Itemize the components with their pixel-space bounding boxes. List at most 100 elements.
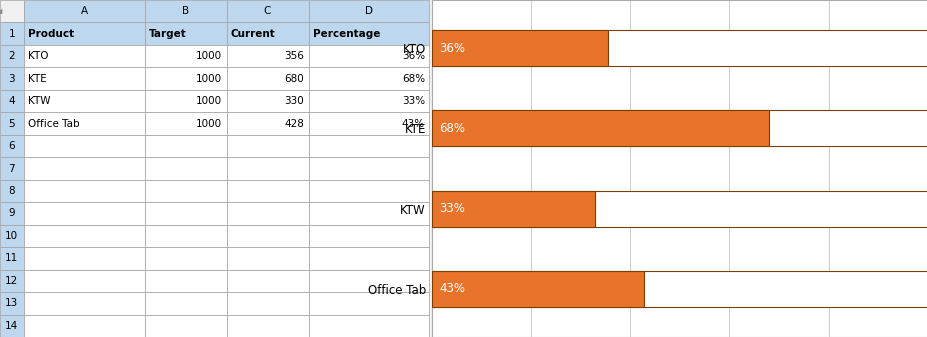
- Text: C: C: [263, 6, 271, 16]
- Bar: [145, 112, 226, 135]
- Bar: [0, 314, 24, 337]
- Bar: [0, 0, 24, 23]
- Text: Product: Product: [28, 29, 74, 39]
- Text: 8: 8: [8, 186, 15, 196]
- Text: Percentage: Percentage: [312, 29, 380, 39]
- Text: 4: 4: [8, 96, 15, 106]
- Text: Office Tab: Office Tab: [28, 119, 80, 129]
- Bar: [226, 90, 308, 112]
- Bar: [145, 270, 226, 292]
- Bar: [226, 270, 308, 292]
- Bar: [431, 30, 607, 66]
- Bar: [24, 0, 145, 23]
- Text: A: A: [81, 6, 88, 16]
- Bar: [24, 292, 145, 314]
- Bar: [0, 270, 24, 292]
- Bar: [145, 202, 226, 225]
- Bar: [0, 23, 24, 45]
- Text: 36%: 36%: [438, 42, 464, 55]
- Text: 356: 356: [284, 51, 304, 61]
- Text: 43%: 43%: [438, 282, 464, 295]
- Text: 9: 9: [8, 208, 15, 218]
- Bar: [226, 157, 308, 180]
- Bar: [145, 0, 226, 23]
- Bar: [308, 90, 429, 112]
- Bar: [308, 157, 429, 180]
- Bar: [226, 23, 308, 45]
- Bar: [24, 314, 145, 337]
- Text: 14: 14: [6, 321, 19, 331]
- Bar: [0, 180, 24, 202]
- Bar: [145, 23, 226, 45]
- Bar: [308, 270, 429, 292]
- Bar: [24, 202, 145, 225]
- Bar: [308, 202, 429, 225]
- Text: 1000: 1000: [196, 51, 222, 61]
- Bar: [431, 110, 927, 147]
- Bar: [431, 190, 927, 227]
- Bar: [431, 30, 927, 66]
- Text: 330: 330: [285, 96, 304, 106]
- Bar: [226, 180, 308, 202]
- Bar: [0, 90, 24, 112]
- Bar: [308, 135, 429, 157]
- Bar: [431, 190, 595, 227]
- Bar: [145, 225, 226, 247]
- Bar: [308, 67, 429, 90]
- Bar: [0, 247, 24, 270]
- Bar: [24, 225, 145, 247]
- Text: 5: 5: [8, 119, 15, 129]
- Bar: [226, 135, 308, 157]
- Text: 1: 1: [8, 29, 15, 39]
- Bar: [308, 292, 429, 314]
- Bar: [145, 314, 226, 337]
- Bar: [24, 180, 145, 202]
- Bar: [0, 45, 24, 67]
- Bar: [0, 292, 24, 314]
- Bar: [226, 45, 308, 67]
- Bar: [431, 271, 643, 307]
- Bar: [0, 112, 24, 135]
- Bar: [145, 135, 226, 157]
- Bar: [308, 45, 429, 67]
- Text: Current: Current: [231, 29, 275, 39]
- Text: 6: 6: [8, 141, 15, 151]
- Text: KTE: KTE: [28, 73, 46, 84]
- Text: 428: 428: [284, 119, 304, 129]
- Bar: [0, 157, 24, 180]
- Bar: [226, 0, 308, 23]
- Text: 1000: 1000: [196, 119, 222, 129]
- Text: 43%: 43%: [401, 119, 425, 129]
- Bar: [145, 45, 226, 67]
- Bar: [24, 90, 145, 112]
- Bar: [308, 0, 429, 23]
- Text: 3: 3: [8, 73, 15, 84]
- Bar: [24, 23, 145, 45]
- Text: 68%: 68%: [401, 73, 425, 84]
- Bar: [24, 247, 145, 270]
- Bar: [226, 67, 308, 90]
- Bar: [226, 314, 308, 337]
- Bar: [226, 225, 308, 247]
- Bar: [24, 45, 145, 67]
- Bar: [431, 271, 927, 307]
- Text: 68%: 68%: [438, 122, 464, 135]
- Bar: [145, 67, 226, 90]
- Bar: [24, 112, 145, 135]
- Bar: [24, 157, 145, 180]
- Text: 1000: 1000: [196, 73, 222, 84]
- Text: KTW: KTW: [28, 96, 50, 106]
- Text: 11: 11: [6, 253, 19, 264]
- Bar: [145, 180, 226, 202]
- Bar: [145, 157, 226, 180]
- Bar: [0, 135, 24, 157]
- Bar: [308, 180, 429, 202]
- Text: 1000: 1000: [196, 96, 222, 106]
- Text: ◢: ◢: [0, 8, 2, 14]
- Bar: [0, 225, 24, 247]
- Text: D: D: [364, 6, 373, 16]
- Text: KTO: KTO: [28, 51, 48, 61]
- Bar: [308, 247, 429, 270]
- Bar: [145, 247, 226, 270]
- Text: B: B: [182, 6, 189, 16]
